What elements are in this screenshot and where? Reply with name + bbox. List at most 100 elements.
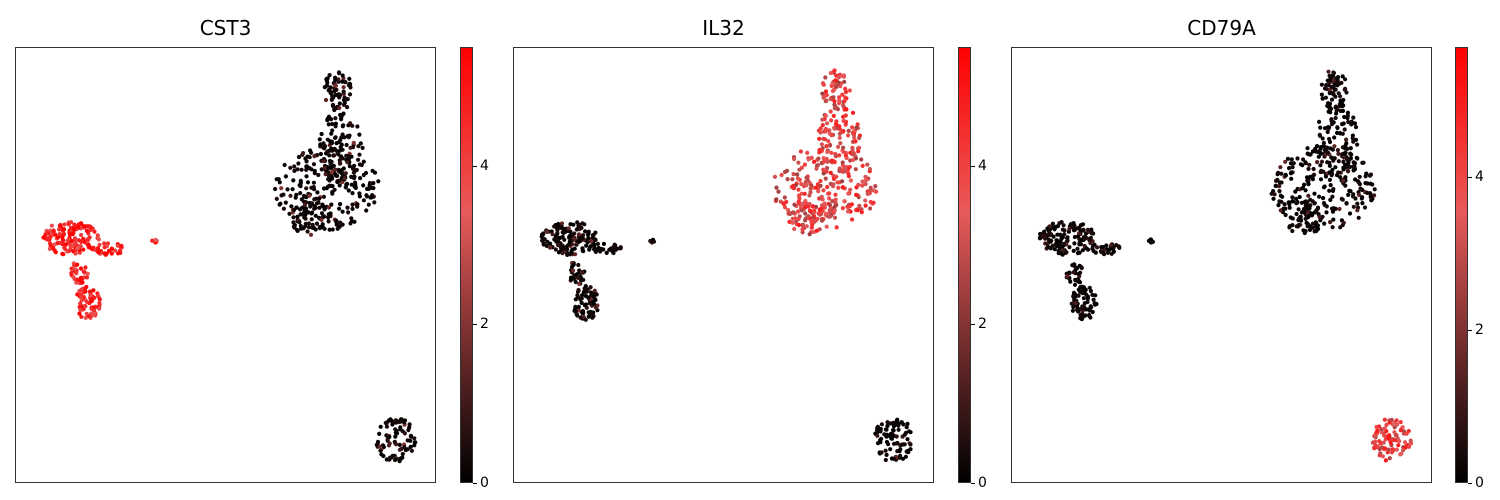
scatter-point xyxy=(331,163,336,168)
scatter-point xyxy=(827,143,833,148)
scatter-point xyxy=(1068,222,1073,227)
scatter-point xyxy=(409,448,414,453)
scatter-point xyxy=(293,195,298,200)
scatter-point xyxy=(832,126,837,131)
scatter-point xyxy=(361,159,366,164)
scatter-point xyxy=(818,183,823,188)
scatter-point xyxy=(292,223,297,228)
scatter-point xyxy=(1065,274,1070,279)
scatter-point xyxy=(326,212,331,217)
scatter-point xyxy=(571,268,576,273)
scatter-point xyxy=(340,124,345,129)
colorbar xyxy=(1455,47,1468,483)
scatter-point xyxy=(1346,192,1351,197)
scatter-point xyxy=(579,300,584,305)
scatter-point xyxy=(1360,195,1365,200)
scatter-point xyxy=(295,167,300,172)
scatter-point xyxy=(371,186,376,191)
scatter-point xyxy=(556,250,561,255)
scatter-point xyxy=(1332,135,1337,140)
scatter-point xyxy=(796,193,802,198)
scatter-point xyxy=(299,167,304,172)
scatter-point xyxy=(1077,242,1082,247)
scatter-point xyxy=(1351,168,1356,173)
scatter-point xyxy=(859,210,864,215)
scatter-point xyxy=(333,167,338,172)
scatter-point xyxy=(1339,80,1344,85)
scatter-point xyxy=(825,149,830,154)
scatter-point xyxy=(314,221,320,226)
scatter-point xyxy=(832,208,837,213)
scatter-point xyxy=(809,220,814,225)
scatter-point xyxy=(1104,243,1109,248)
scatter-point xyxy=(784,168,790,173)
scatter-point xyxy=(397,447,402,452)
scatter-point xyxy=(89,298,94,304)
scatter-point xyxy=(833,197,838,202)
scatter-point xyxy=(579,293,585,298)
scatter-point xyxy=(797,214,802,219)
scatter-point xyxy=(1318,151,1323,156)
scatter-point xyxy=(1285,156,1291,161)
scatter-point xyxy=(905,449,910,454)
scatter-point xyxy=(1076,287,1081,292)
scatter-point xyxy=(299,226,304,231)
scatter-point xyxy=(798,203,804,208)
scatter-point xyxy=(1278,165,1283,170)
scatter-point xyxy=(339,117,344,122)
scatter-point xyxy=(341,85,346,90)
scatter-point xyxy=(394,442,399,447)
scatter-point xyxy=(804,183,809,188)
scatter-point xyxy=(592,237,597,242)
scatter-point xyxy=(1342,114,1347,120)
scatter-point xyxy=(871,200,876,205)
scatter-point xyxy=(829,158,835,163)
scatter-point xyxy=(1055,232,1060,237)
scatter-point xyxy=(305,229,310,234)
scatter-point xyxy=(1343,175,1348,180)
scatter-point xyxy=(1339,196,1344,201)
scatter-point xyxy=(274,196,279,201)
scatter-point xyxy=(1400,425,1405,430)
scatter-point xyxy=(807,232,812,237)
scatter-point xyxy=(1328,183,1333,188)
scatter-point xyxy=(304,174,309,179)
scatter-point xyxy=(891,428,896,433)
colorbar-tick xyxy=(473,483,477,484)
scatter-point xyxy=(84,228,89,233)
scatter-point xyxy=(312,168,317,174)
scatter-point xyxy=(349,174,354,179)
scatter-point xyxy=(807,193,812,198)
scatter-point xyxy=(1075,246,1080,251)
scatter-point xyxy=(841,145,846,150)
scatter-point xyxy=(823,126,828,132)
scatter-point xyxy=(888,447,893,452)
scatter-point xyxy=(347,92,353,97)
scatter-point xyxy=(1341,220,1346,225)
scatter-point xyxy=(829,133,834,138)
scatter-point xyxy=(384,424,389,429)
scatter-point xyxy=(833,78,838,83)
scatter-point xyxy=(885,423,890,429)
scatter-point xyxy=(1093,302,1098,307)
scatter-point xyxy=(104,251,109,256)
scatter-point xyxy=(592,242,597,247)
scatter-point xyxy=(586,310,591,315)
scatter-point xyxy=(1381,433,1387,438)
scatter-point xyxy=(1289,157,1294,162)
scatter-point xyxy=(829,150,834,155)
scatter-point xyxy=(863,182,868,187)
scatter-point xyxy=(593,249,598,254)
scatter-point xyxy=(837,166,842,171)
scatter-point xyxy=(322,165,327,170)
scatter-point xyxy=(329,202,334,207)
scatter-point xyxy=(1073,301,1078,306)
scatter-point xyxy=(75,277,81,282)
scatter-point xyxy=(153,238,158,243)
scatter-point xyxy=(840,160,845,165)
scatter-point xyxy=(809,183,814,188)
scatter-point xyxy=(905,437,910,442)
scatter-point xyxy=(330,103,335,108)
scatter-point xyxy=(1279,199,1284,204)
scatter-point xyxy=(612,242,617,247)
